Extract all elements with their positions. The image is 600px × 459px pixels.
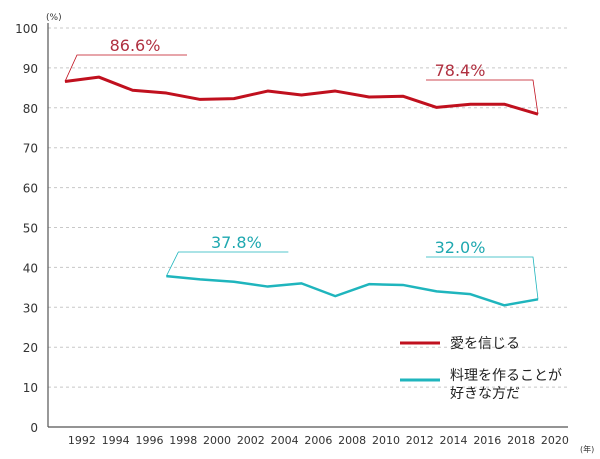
y-tick-label: 100 xyxy=(15,22,38,36)
x-tick-label: 2004 xyxy=(271,434,299,447)
annotation-label: 86.6% xyxy=(110,36,161,55)
x-tick-label: 2008 xyxy=(338,434,366,447)
annotation-leader xyxy=(426,256,539,300)
x-tick-label: 2012 xyxy=(406,434,434,447)
y-tick-label: 90 xyxy=(23,62,38,76)
y-unit-label: (%) xyxy=(46,13,62,23)
y-tick-label: 50 xyxy=(23,222,38,236)
annotation-leader xyxy=(165,251,289,277)
x-tick-label: 2000 xyxy=(203,434,231,447)
legend-label-0: 愛を信じる xyxy=(450,336,520,352)
x-tick-label: 1992 xyxy=(68,434,96,447)
annotation-leader xyxy=(64,54,187,82)
x-tick-label: 2016 xyxy=(473,434,501,447)
x-tick-label: 1998 xyxy=(169,434,197,447)
legend-label-1: 料理を作ることが xyxy=(450,368,562,384)
x-tick-label: 2020 xyxy=(541,434,569,447)
legend-label-1b: 好きな方だ xyxy=(450,386,520,402)
annotation-label: 37.8% xyxy=(211,233,262,252)
y-tick-label: 60 xyxy=(23,182,38,196)
y-tick-label: 30 xyxy=(23,301,38,315)
y-tick-label: 70 xyxy=(23,142,38,156)
y-tick-label: 80 xyxy=(23,102,38,116)
x-tick-label: 1996 xyxy=(135,434,163,447)
y-tick-label: 40 xyxy=(23,261,38,275)
series-line-1 xyxy=(166,274,539,307)
x-tick-label: 2006 xyxy=(304,434,332,447)
annotation-label: 32.0% xyxy=(435,238,486,257)
x-tick-label: 2002 xyxy=(237,434,265,447)
series-line-0 xyxy=(64,75,539,116)
y-tick-label: 20 xyxy=(23,341,38,355)
x-tick-label: 1994 xyxy=(102,434,130,447)
annotation-label: 78.4% xyxy=(435,61,486,80)
x-unit-label: (年) xyxy=(580,444,594,454)
annotation-leader xyxy=(426,79,539,115)
y-tick-label: 0 xyxy=(30,421,38,435)
x-tick-label: 2010 xyxy=(372,434,400,447)
x-tick-label: 2018 xyxy=(507,434,535,447)
y-tick-label: 10 xyxy=(23,381,38,395)
x-tick-label: 2014 xyxy=(440,434,468,447)
